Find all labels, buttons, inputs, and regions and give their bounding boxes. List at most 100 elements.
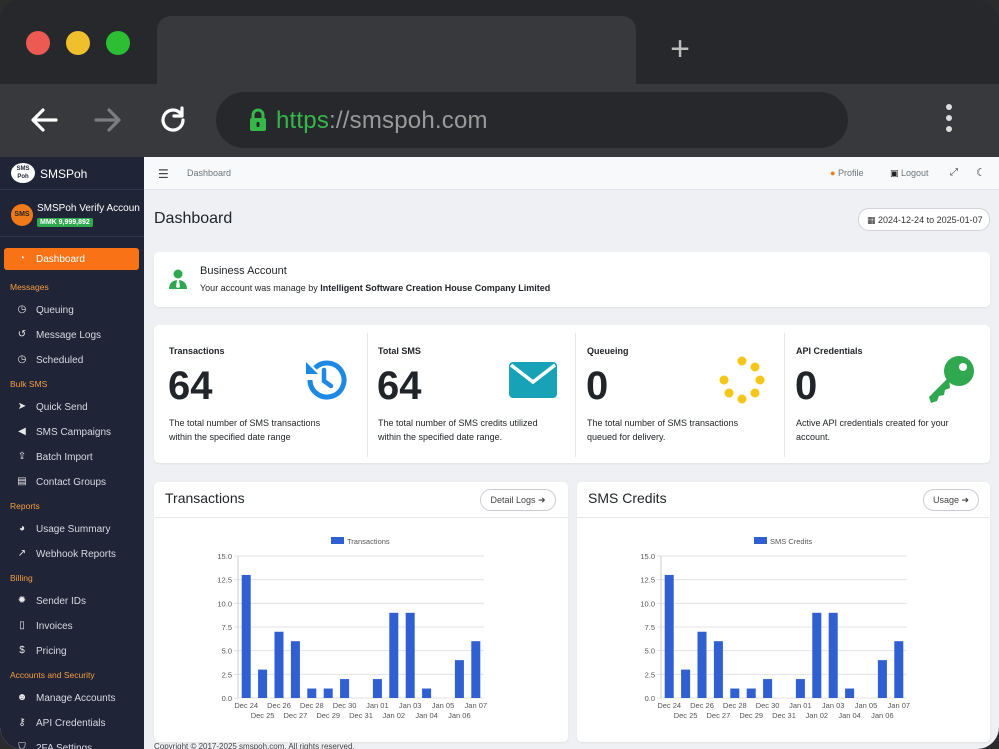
sidebar-brand[interactable]: SMS Poh SMSPoh xyxy=(0,157,144,190)
sidebar-item-sender-ids[interactable]: ✹ Sender IDs xyxy=(4,590,139,612)
sidebar-item-message-logs[interactable]: ↺ Message Logs xyxy=(4,324,139,346)
breadcrumb[interactable]: Dashboard xyxy=(187,168,232,178)
sidebar-item-dashboard[interactable]: ◔ Dashboard xyxy=(4,248,139,270)
user-tie-icon xyxy=(169,269,187,289)
bar xyxy=(795,679,805,698)
stat-description: Active API credentials created for your … xyxy=(796,418,949,442)
business-description: Your account was manage by Intelligent S… xyxy=(200,283,550,293)
gauge-icon: ◔ xyxy=(18,253,26,264)
bar xyxy=(372,679,382,698)
stat-description: The total number of SMS transactions que… xyxy=(587,418,739,442)
x-tick-label: Jan 02 xyxy=(806,711,829,720)
address-bar[interactable] xyxy=(216,92,848,148)
logout-link[interactable]: ▣ Logout xyxy=(890,168,929,179)
sidebar-item-webhook-reports[interactable]: ↗ Webhook Reports xyxy=(4,543,139,565)
back-arrow-icon[interactable] xyxy=(26,102,62,138)
sidebar-item-batch-import[interactable]: ⇪ Batch Import xyxy=(4,446,139,468)
browser-tab[interactable] xyxy=(157,16,636,84)
x-tick-label: Dec 27 xyxy=(284,711,308,720)
stat-label: Queueing xyxy=(587,346,629,356)
calendar-icon: ▦ xyxy=(867,215,876,225)
sidebar-item-label: Dashboard xyxy=(36,253,85,265)
arrow-right-icon: ➜ xyxy=(538,495,546,505)
stats-card: Transactions 64 The total number of SMS … xyxy=(154,325,990,463)
account-panel[interactable]: SMS SMSPoh Verify Accoun MMK 9,999,892 xyxy=(0,190,144,237)
sidebar-item-label: Manage Accounts xyxy=(36,692,116,704)
sidebar-item-2fa-settings[interactable]: ⛉ 2FA Settings xyxy=(4,737,139,749)
minimize-window-button[interactable] xyxy=(66,31,90,55)
sidebar-item-sms-campaigns[interactable]: ◀ SMS Campaigns xyxy=(4,421,139,443)
business-account-card: Business Account Your account was manage… xyxy=(154,252,990,307)
bar xyxy=(697,631,707,698)
stat-description: The total number of SMS credits utilized… xyxy=(378,418,538,442)
divider xyxy=(577,517,990,518)
reload-icon[interactable] xyxy=(155,102,191,138)
x-tick-label: Jan 06 xyxy=(871,711,894,720)
gear-icon: ✹ xyxy=(17,595,27,606)
x-tick-label: Dec 30 xyxy=(756,701,780,710)
divider xyxy=(154,517,568,518)
moon-icon[interactable]: ☾ xyxy=(976,167,986,179)
hamburger-menu-icon[interactable]: ☰ xyxy=(158,167,169,181)
sidebar-item-invoices[interactable]: ▯ Invoices xyxy=(4,615,139,637)
x-tick-label: Dec 26 xyxy=(690,701,714,710)
legend-swatch xyxy=(331,537,344,544)
legend-label: Transactions xyxy=(347,537,390,546)
x-tick-label: Jan 01 xyxy=(789,701,812,710)
x-tick-label: Dec 28 xyxy=(723,701,747,710)
x-tick-label: Dec 24 xyxy=(234,701,258,710)
browser-menu-icon[interactable] xyxy=(946,104,952,137)
bar xyxy=(763,679,773,698)
url-host: ://smspoh.com xyxy=(329,107,488,134)
bar xyxy=(323,688,333,698)
y-tick-label: 0.0 xyxy=(645,694,655,703)
y-tick-label: 0.0 xyxy=(222,694,232,703)
sidebar-item-pricing[interactable]: $ Pricing xyxy=(4,640,139,662)
sidebar-item-label: Scheduled xyxy=(36,354,84,366)
profile-label: Profile xyxy=(837,168,864,178)
sidebar-item-contact-groups[interactable]: ▤ Contact Groups xyxy=(4,471,139,493)
maximize-window-button[interactable] xyxy=(106,31,130,55)
stat-total-sms: Total SMS 64 The total number of SMS cre… xyxy=(363,325,572,463)
sidebar-item-manage-accounts[interactable]: ☻ Manage Accounts xyxy=(4,687,139,709)
stat-queueing: Queueing 0 The total number of SMS trans… xyxy=(572,325,781,463)
new-tab-button[interactable]: + xyxy=(670,30,690,68)
chart-line-icon: ↗ xyxy=(17,548,27,559)
sidebar-item-quick-send[interactable]: ➤ Quick Send xyxy=(4,396,139,418)
detail-logs-button[interactable]: Detail Logs ➜ xyxy=(480,489,556,511)
x-tick-label: Dec 25 xyxy=(251,711,275,720)
sidebar-item-usage-summary[interactable]: ◕ Usage Summary xyxy=(4,518,139,540)
profile-link[interactable]: ● Profile xyxy=(830,168,863,178)
users-icon: ☻ xyxy=(16,692,28,703)
usage-button[interactable]: Usage ➜ xyxy=(923,489,979,511)
x-tick-label: Jan 06 xyxy=(448,711,471,720)
bar xyxy=(274,631,284,698)
x-tick-label: Jan 03 xyxy=(399,701,422,710)
lock-icon xyxy=(250,108,266,131)
date-range-picker[interactable]: ▦ 2024-12-24 to 2025-01-07 xyxy=(858,208,990,231)
stat-transactions: Transactions 64 The total number of SMS … xyxy=(154,325,363,463)
forward-arrow-icon[interactable] xyxy=(90,102,126,138)
megaphone-icon: ◀ xyxy=(18,426,26,437)
sidebar-item-queuing[interactable]: ◷ Queuing xyxy=(4,299,139,321)
sidebar-item-label: 2FA Settings xyxy=(36,742,93,749)
card-title: Transactions xyxy=(165,490,245,506)
close-window-button[interactable] xyxy=(26,31,50,55)
key-icon xyxy=(929,356,974,403)
divider xyxy=(367,333,368,457)
bar xyxy=(664,574,674,698)
sidebar-item-api-credentials[interactable]: ⚷ API Credentials xyxy=(4,712,139,734)
sidebar-item-label: Invoices xyxy=(36,620,73,632)
y-tick-label: 10.0 xyxy=(640,599,655,608)
fullscreen-icon[interactable]: ⤢ xyxy=(950,167,958,178)
legend-swatch xyxy=(754,537,767,544)
bar xyxy=(340,679,350,698)
bar xyxy=(828,612,838,698)
sidebar-item-label: Message Logs xyxy=(36,329,102,341)
sidebar-item-label: Webhook Reports xyxy=(36,548,116,560)
bar xyxy=(877,660,887,698)
sidebar-item-scheduled[interactable]: ◷ Scheduled xyxy=(4,349,139,371)
legend-label: SMS Credits xyxy=(770,537,812,546)
logout-label: Logout xyxy=(901,168,929,178)
